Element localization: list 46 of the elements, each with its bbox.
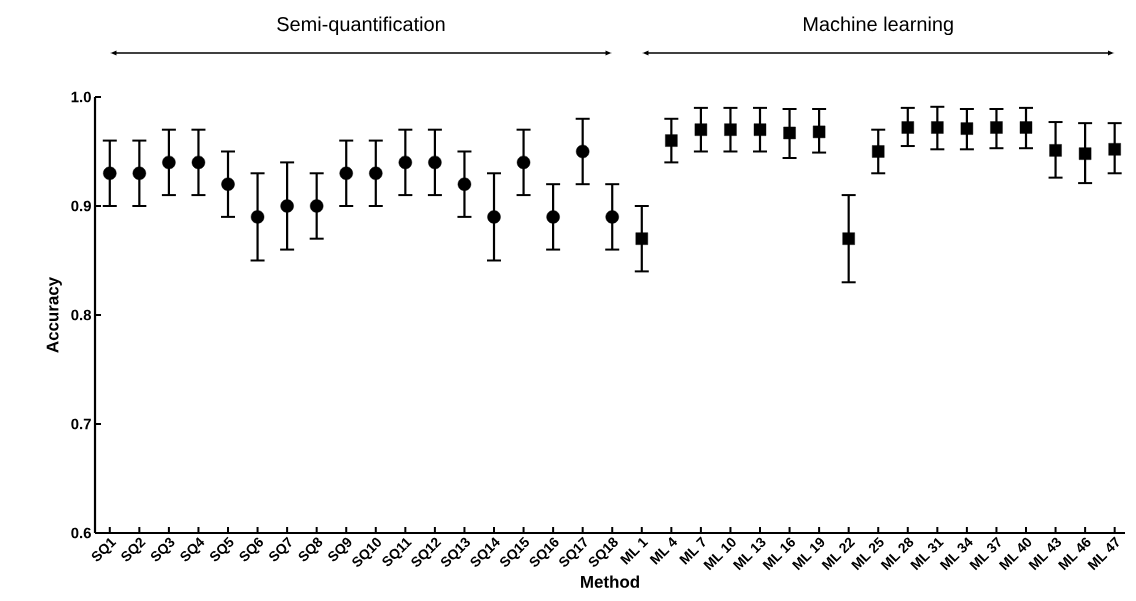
point (842, 232, 855, 245)
y-tick-label: 0.7 (71, 418, 91, 430)
point (753, 123, 767, 136)
point (487, 210, 501, 224)
point (369, 166, 383, 180)
point (694, 123, 708, 136)
point (339, 166, 353, 180)
point (575, 144, 590, 159)
x-tick-label: ML 4 (649, 537, 678, 565)
point (516, 155, 531, 170)
y-tick-label: 1.0 (71, 91, 91, 103)
point (132, 166, 147, 180)
point (605, 210, 619, 224)
x-axis-title: Method (581, 575, 639, 588)
y-tick-label: 0.8 (71, 309, 92, 321)
point (872, 145, 885, 158)
point (931, 121, 944, 134)
point (1108, 143, 1121, 156)
point (1049, 144, 1062, 157)
point (901, 121, 914, 134)
y-tick-label: 0.9 (71, 200, 91, 212)
point (960, 122, 974, 135)
point (103, 166, 117, 180)
point (1019, 121, 1033, 134)
point (162, 155, 176, 170)
y-axis-title: Accuracy (46, 276, 62, 353)
point (724, 123, 737, 136)
point (428, 155, 442, 170)
point (309, 199, 324, 213)
point (812, 125, 826, 139)
point (665, 134, 678, 147)
point (250, 210, 265, 224)
point (1078, 147, 1092, 160)
y-tick-label: 0.6 (71, 527, 91, 539)
point (990, 121, 1003, 134)
point (221, 177, 235, 191)
text: Machine learning (804, 16, 953, 36)
x-tick-label: ML 1 (619, 537, 649, 565)
point (191, 155, 206, 170)
point (280, 199, 294, 213)
point (546, 210, 560, 224)
point (398, 155, 413, 170)
point (783, 126, 796, 140)
point (457, 177, 472, 191)
text: Semi-quantification (277, 16, 445, 36)
point (635, 232, 648, 245)
